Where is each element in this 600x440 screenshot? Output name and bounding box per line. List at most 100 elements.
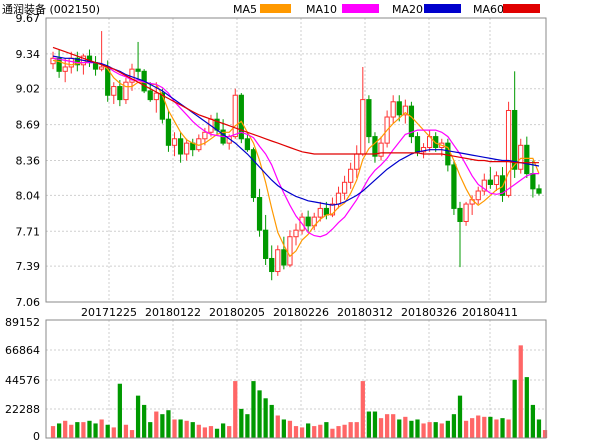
volume-bar (463, 420, 469, 438)
legend-label-ma5: MA5 (233, 3, 257, 16)
volume-bar (439, 423, 444, 438)
volume-bar (257, 390, 262, 438)
volume-bar (93, 423, 98, 438)
candlestick (530, 160, 536, 198)
candlestick (135, 41, 141, 81)
candlestick (196, 134, 202, 152)
candlestick (147, 82, 153, 102)
volume-bar (500, 418, 505, 438)
candlestick (457, 201, 463, 268)
volume-bar (129, 430, 135, 438)
volume-bar (208, 426, 214, 438)
candlestick (287, 230, 293, 268)
volume-bar (457, 395, 463, 438)
volume-bar (287, 420, 293, 438)
price-y-tick-label: 8.04 (16, 189, 41, 202)
candlestick (317, 201, 323, 222)
volume-bar (117, 383, 122, 438)
volume-bar (318, 424, 323, 438)
volume-bar (415, 419, 420, 438)
volume-bar (135, 395, 141, 438)
volume-bar (233, 381, 238, 438)
volume-frame (45, 319, 547, 439)
legend-label-ma10: MA10 (306, 3, 337, 16)
volume-bar (342, 424, 347, 438)
volume-bar (360, 381, 365, 438)
candlestick (518, 138, 524, 174)
volume-bar (196, 424, 201, 438)
price-y-tick-label: 7.71 (16, 225, 41, 238)
candlestick (524, 136, 530, 178)
volume-y-tick-label: 66864 (5, 344, 40, 357)
volume-bar (433, 422, 438, 438)
volume-y-tick-label: 89152 (5, 316, 40, 329)
candlestick (171, 132, 178, 157)
legend-swatch-ma20 (424, 4, 461, 13)
volume-bar (336, 426, 341, 438)
price-y-tick-label: 9.67 (16, 12, 41, 25)
volume-bar (245, 414, 250, 438)
volume-bar (111, 427, 116, 438)
candlestick (269, 245, 275, 281)
volume-bar (306, 423, 311, 438)
volume-bar (269, 404, 274, 438)
x-axis-label: 20180122 (145, 306, 201, 319)
legend-swatch-ma5 (260, 4, 291, 13)
legend-swatch-ma10 (342, 4, 379, 13)
volume-bar (488, 416, 493, 438)
volume-bar (512, 379, 517, 438)
volume-bar (148, 422, 153, 438)
volume-y-tick-label: 44576 (5, 374, 40, 387)
candlestick (396, 95, 402, 122)
volume-bar (214, 428, 220, 438)
legend-label-ma20: MA20 (392, 3, 423, 16)
volume-bar (409, 420, 414, 438)
volume-bar (75, 422, 80, 438)
volume-bar (366, 411, 372, 438)
volume-bar (470, 418, 475, 438)
volume-bar (50, 426, 56, 438)
volume-bar (536, 419, 542, 438)
candlestick (348, 162, 354, 189)
ma-line-ma20 (52, 55, 540, 206)
candlestick (117, 80, 123, 107)
volume-bar (378, 418, 384, 438)
candlestick (190, 138, 196, 157)
volume-bar (542, 430, 548, 438)
volume-bar (251, 381, 256, 438)
volume-bar (142, 404, 147, 438)
volume-bar (299, 427, 305, 438)
volume-bar (494, 419, 499, 438)
volume-bar (178, 419, 183, 438)
candlestick (177, 132, 184, 163)
volume-bar (184, 420, 189, 438)
legend-swatch-ma60 (503, 4, 540, 13)
volume-bar (391, 414, 396, 438)
volume-bar (384, 414, 390, 438)
candlestick (250, 147, 257, 202)
candlestick (263, 214, 269, 266)
candlestick (256, 188, 263, 237)
x-axis-label: 20180326 (401, 306, 457, 319)
candlestick (80, 53, 87, 75)
x-axis-label: 20180205 (209, 306, 265, 319)
candlestick (275, 245, 281, 276)
volume-bar (451, 414, 457, 438)
price-frame (45, 17, 547, 303)
candlestick (487, 167, 493, 189)
volume-bar (99, 419, 104, 438)
price-y-tick-label: 7.06 (16, 296, 41, 309)
ma-line-ma5 (52, 59, 540, 258)
candlestick (238, 93, 244, 144)
volume-bar (281, 419, 286, 438)
volume-y-tick-label: 0 (33, 430, 40, 440)
candlestick (281, 236, 287, 270)
candlestick (505, 101, 512, 198)
volume-bar (403, 416, 408, 438)
candlestick (86, 49, 93, 67)
candlestick (165, 110, 172, 152)
candlestick (111, 82, 117, 104)
volume-bar (324, 422, 329, 438)
volume-bar (421, 423, 426, 438)
